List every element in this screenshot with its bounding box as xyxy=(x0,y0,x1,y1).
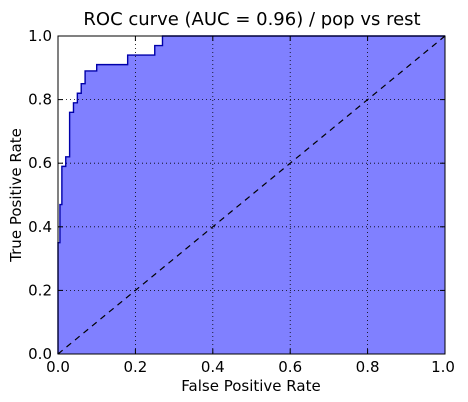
x-tick-label: 0.8 xyxy=(356,358,380,376)
roc-curve-line xyxy=(57,35,445,354)
y-tick-label: 1.0 xyxy=(28,27,52,45)
y-tick-label: 0.8 xyxy=(28,91,52,109)
y-tick-label: 0.0 xyxy=(28,345,52,363)
y-tick-label: 0.4 xyxy=(28,218,52,236)
chart-title: ROC curve (AUC = 0.96) / pop vs rest xyxy=(83,9,420,30)
x-tick-label: 1.0 xyxy=(431,358,455,376)
x-tick-label: 0.6 xyxy=(278,358,302,376)
roc-area-fill xyxy=(58,36,445,354)
x-tick-label: 0.4 xyxy=(201,358,225,376)
x-axis-label: False Positive Rate xyxy=(181,377,320,395)
y-tick-label: 0.6 xyxy=(28,154,52,172)
plot-frame xyxy=(57,35,446,355)
x-tick-label: 0.2 xyxy=(123,358,147,376)
y-axis-label: True Positive Rate xyxy=(7,128,25,263)
x-tick-label: 0.0 xyxy=(46,358,70,376)
y-tick-label: 0.2 xyxy=(28,281,52,299)
